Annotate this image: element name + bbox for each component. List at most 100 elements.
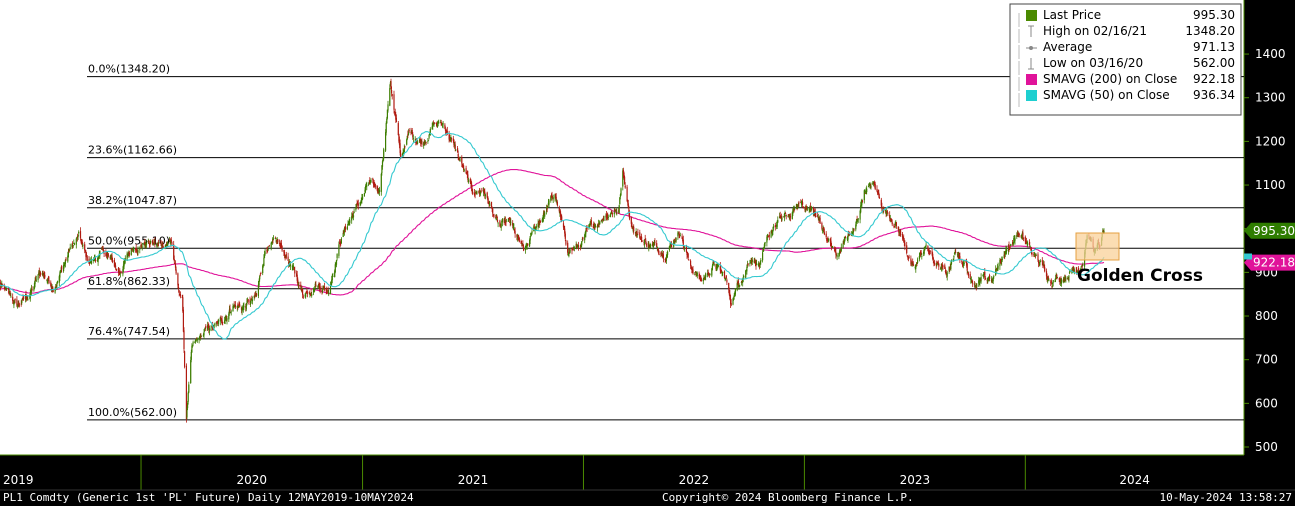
- candle-body: [421, 141, 423, 145]
- candle-body: [822, 228, 824, 232]
- candle-body: [224, 319, 226, 321]
- candle-body: [191, 345, 193, 353]
- candle-body: [835, 254, 838, 256]
- candle-body: [1048, 279, 1050, 281]
- candle-body: [92, 259, 94, 261]
- candle-body: [275, 238, 277, 240]
- x-axis: 2019 2020 2021 2022 2023 2024: [0, 454, 1295, 506]
- candle-body: [763, 244, 765, 249]
- candle-body: [942, 265, 944, 267]
- candle-body: [220, 318, 222, 320]
- candle-body: [153, 244, 155, 245]
- candle-body: [785, 214, 787, 216]
- last-price-tag: 995.30: [1253, 224, 1295, 238]
- candle-body: [165, 244, 167, 246]
- candle-body: [1025, 241, 1028, 244]
- candle-body: [576, 243, 578, 247]
- candle-body: [552, 197, 554, 200]
- candle-body: [322, 290, 324, 292]
- candle-body: [590, 221, 592, 225]
- candle-body: [283, 250, 285, 253]
- candle-body: [696, 275, 698, 276]
- candle-body: [624, 185, 626, 188]
- candle-body: [224, 320, 226, 324]
- candle-body: [63, 265, 65, 272]
- candle-body: [978, 280, 980, 284]
- candle-body: [1018, 232, 1020, 236]
- candle-body: [188, 384, 190, 393]
- candle-body: [976, 285, 978, 287]
- candle-body: [784, 212, 786, 214]
- candle-body: [69, 247, 71, 250]
- candle-body: [887, 212, 889, 214]
- candle-body: [382, 157, 384, 161]
- candle-body: [418, 140, 420, 142]
- sma50-layer: [0, 131, 1105, 340]
- candle-body: [480, 190, 482, 192]
- candle-body: [751, 259, 753, 262]
- candle-body: [855, 220, 857, 224]
- candle-body: [630, 216, 632, 224]
- candle-body: [595, 226, 597, 228]
- candle-body: [237, 305, 240, 308]
- candle-body: [762, 252, 764, 261]
- candle-body: [900, 230, 902, 235]
- candle-body: [669, 245, 671, 248]
- candle-body: [496, 219, 499, 222]
- candle-body: [881, 206, 883, 210]
- candle-body: [1007, 246, 1009, 252]
- x-tick-label: 2020: [237, 473, 268, 487]
- candle-body: [690, 266, 692, 269]
- candle-body: [386, 109, 388, 119]
- candle-body: [300, 284, 302, 288]
- candle-body: [1037, 254, 1039, 261]
- candle-body: [489, 203, 491, 207]
- candle-body: [141, 246, 143, 248]
- candle-body: [821, 223, 823, 229]
- candle-body: [463, 169, 465, 171]
- candle-body: [78, 232, 80, 234]
- candle-body: [970, 278, 972, 280]
- legend-label: SMAVG (200) on Close: [1043, 72, 1177, 86]
- candle-body: [692, 269, 694, 274]
- candle-body: [1039, 261, 1041, 263]
- candle-body: [593, 225, 595, 228]
- candle-body: [986, 280, 988, 282]
- candle-body: [391, 90, 393, 94]
- candle-body: [766, 236, 768, 243]
- candle-body: [932, 253, 934, 259]
- candle-body: [461, 164, 463, 168]
- candle-body: [717, 264, 719, 266]
- candle-body: [569, 250, 571, 252]
- candle-body: [666, 255, 668, 257]
- candle-body: [1041, 260, 1043, 263]
- legend-label: Average: [1043, 40, 1092, 54]
- candle-body: [997, 265, 999, 269]
- candle-body: [55, 285, 57, 288]
- candle-body: [236, 305, 238, 308]
- candle-body: [143, 242, 145, 246]
- candle-body: [8, 291, 10, 293]
- candles-layer: [0, 78, 1105, 423]
- candle-body: [1005, 249, 1007, 253]
- candle-body: [102, 249, 105, 253]
- candle-body: [1045, 271, 1048, 277]
- x-axis-band: [0, 455, 1295, 506]
- candle-body: [518, 237, 520, 242]
- candle-body: [241, 308, 243, 312]
- candle-body: [319, 286, 321, 291]
- candle-body: [185, 365, 187, 420]
- candle-body: [636, 233, 638, 235]
- candle-body: [538, 222, 540, 225]
- candle-body: [31, 289, 33, 290]
- candle-body: [208, 326, 210, 331]
- candle-body: [164, 246, 166, 248]
- candle-body: [450, 138, 452, 140]
- candle-body: [221, 319, 223, 323]
- candle-body: [201, 335, 203, 337]
- candle-body: [722, 272, 724, 274]
- candle-body: [73, 243, 75, 245]
- candle-body: [372, 178, 374, 180]
- candle-body: [346, 226, 348, 230]
- candle-body: [12, 302, 14, 304]
